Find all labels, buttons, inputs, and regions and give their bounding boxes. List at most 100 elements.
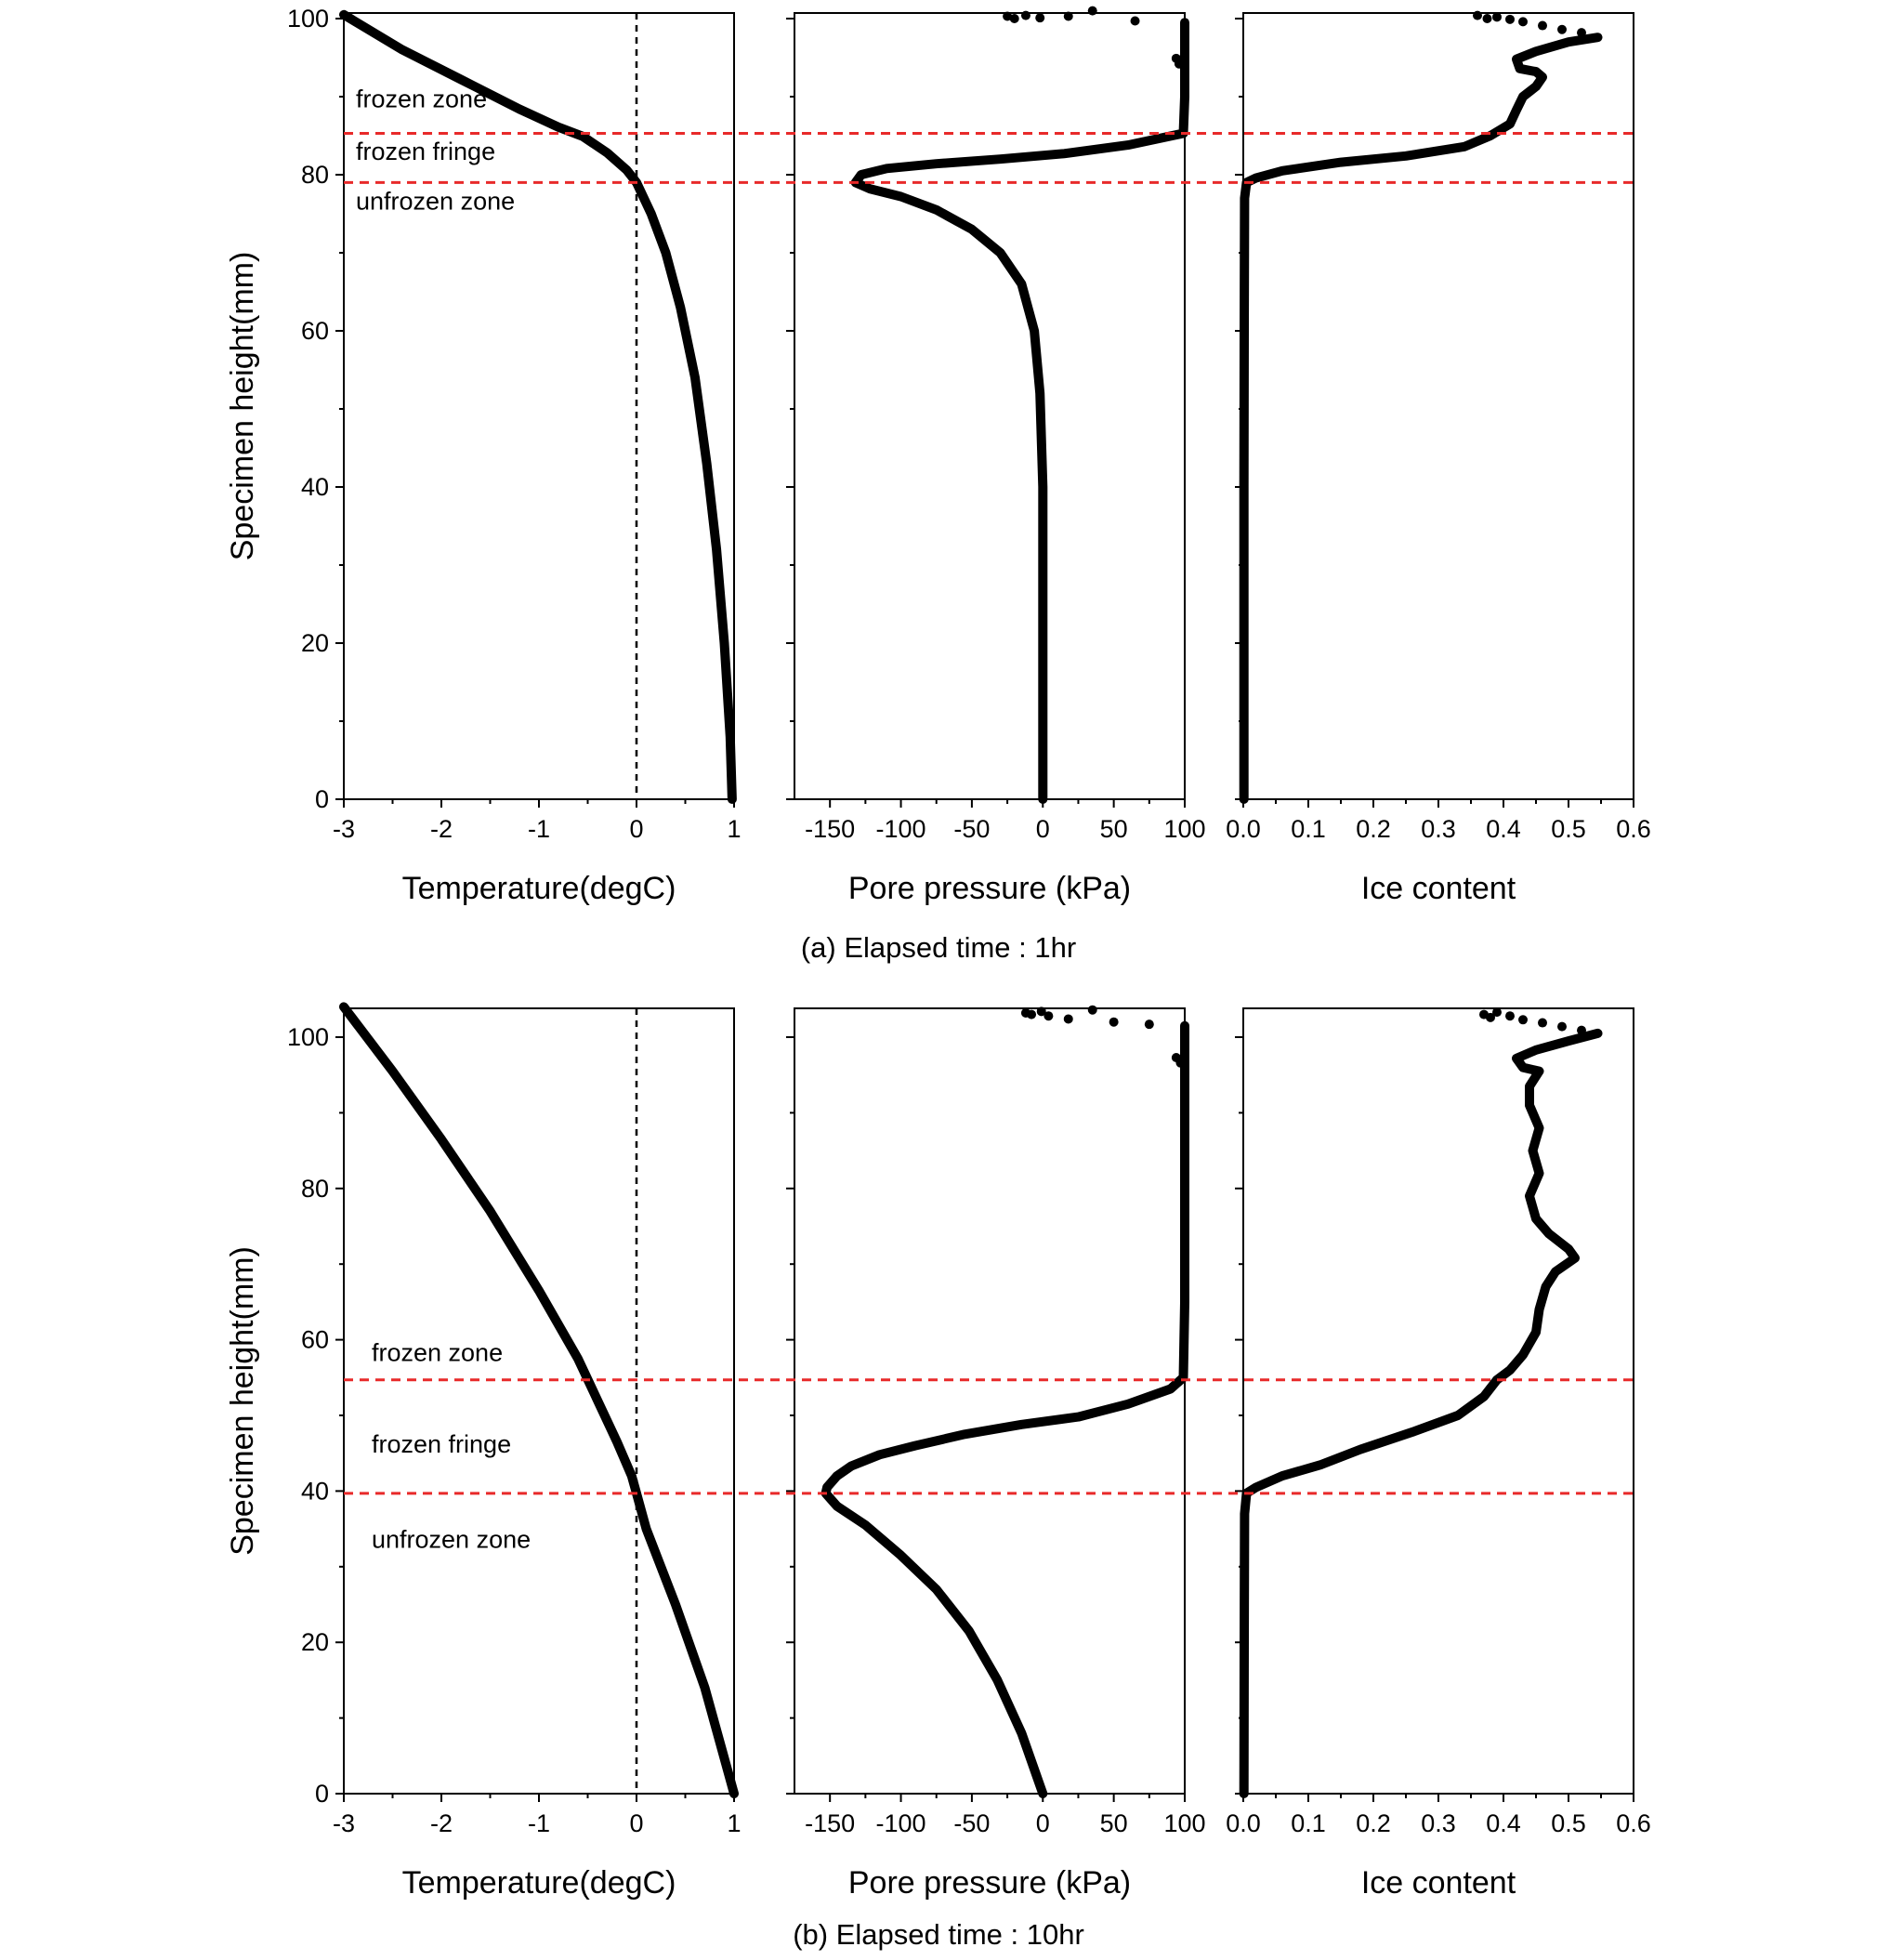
- plot-frame: [343, 1007, 735, 1795]
- data-point: [1473, 10, 1482, 20]
- x-axis-title: Temperature(degC): [402, 1865, 676, 1901]
- series-line: [1239, 1028, 1603, 1798]
- series-line: [339, 9, 737, 804]
- x-tick-label: 50: [1100, 815, 1128, 843]
- zone-label: unfrozen zone: [356, 188, 515, 216]
- x-tick-label: 0.5: [1551, 815, 1586, 843]
- x-tick-label: 0: [629, 815, 643, 843]
- data-point: [1009, 14, 1019, 23]
- data-point: [1036, 1006, 1046, 1017]
- data-point: [1577, 28, 1586, 38]
- x-tick-label: 0.4: [1486, 815, 1521, 843]
- zone-label: unfrozen zone: [372, 1525, 531, 1553]
- data-point: [1175, 1058, 1186, 1068]
- x-axis-title: Pore pressure (kPa): [848, 1865, 1131, 1901]
- x-tick-label: 100: [1163, 1809, 1205, 1837]
- data-point: [1144, 1019, 1154, 1030]
- x-tick-label: -1: [528, 815, 550, 843]
- y-tick-label: 80: [301, 1175, 329, 1203]
- y-tick-label: 40: [301, 473, 329, 501]
- y-tick-label: 0: [315, 785, 329, 813]
- plot-frame: [794, 1007, 1186, 1795]
- data-point: [1035, 13, 1045, 23]
- x-tick-label: 0.5: [1551, 1809, 1586, 1837]
- x-tick-label: 0.0: [1226, 815, 1261, 843]
- x-tick-label: 0.1: [1291, 1809, 1326, 1837]
- y-tick-label: 40: [301, 1477, 329, 1505]
- x-tick-label: -50: [953, 1809, 990, 1837]
- data-point: [1518, 1015, 1528, 1025]
- zone-label: frozen fringe: [356, 138, 495, 165]
- x-axis-title: Pore pressure (kPa): [848, 871, 1131, 906]
- data-point: [1087, 1005, 1097, 1015]
- x-axis-title: Temperature(degC): [402, 871, 676, 906]
- x-tick-label: 1: [727, 1809, 741, 1837]
- data-point: [1020, 10, 1030, 20]
- data-point: [1130, 16, 1140, 26]
- x-tick-label: 0.6: [1616, 815, 1651, 843]
- y-tick-label: 20: [301, 1628, 329, 1656]
- x-tick-label: 0.3: [1421, 1809, 1456, 1837]
- x-tick-label: -3: [333, 815, 355, 843]
- data-point: [1174, 59, 1184, 69]
- figure-caption: (b) Elapsed time : 10hr: [793, 1918, 1084, 1951]
- y-tick-label: 0: [315, 1780, 329, 1808]
- x-tick-label: 0: [629, 1809, 643, 1837]
- data-point: [1003, 11, 1013, 21]
- plot-frame: [1242, 1007, 1634, 1795]
- plot-frame: [1242, 12, 1634, 800]
- data-point: [1492, 1007, 1502, 1018]
- x-tick-label: 0: [1036, 815, 1050, 843]
- y-tick-label: 20: [301, 629, 329, 657]
- x-tick-label: 0.6: [1616, 1809, 1651, 1837]
- y-tick-label: 100: [287, 1023, 329, 1051]
- y-tick-label: 60: [301, 1326, 329, 1354]
- data-point: [1505, 14, 1515, 24]
- data-point: [1557, 24, 1567, 34]
- data-point: [1063, 11, 1073, 21]
- x-tick-label: -50: [953, 815, 990, 843]
- data-point: [1044, 1011, 1054, 1021]
- plot-frame: [343, 12, 735, 800]
- x-tick-label: -100: [876, 815, 926, 843]
- x-tick-label: -100: [876, 1809, 926, 1837]
- x-tick-label: 1: [727, 815, 741, 843]
- x-tick-label: 0.3: [1421, 815, 1456, 843]
- x-axis-title: Ice content: [1361, 871, 1516, 906]
- data-point: [1557, 1021, 1567, 1032]
- data-point: [1486, 1012, 1495, 1022]
- series-line: [1239, 33, 1603, 804]
- data-point: [1538, 1018, 1547, 1028]
- data-point: [1538, 20, 1547, 31]
- zone-label: frozen zone: [356, 86, 487, 113]
- x-tick-label: 0.0: [1226, 1809, 1261, 1837]
- x-tick-label: 50: [1100, 1809, 1128, 1837]
- y-axis-title: Specimen height(mm): [225, 252, 260, 561]
- y-tick-label: 60: [301, 317, 329, 345]
- x-tick-label: 0.2: [1356, 1809, 1391, 1837]
- data-point: [1492, 12, 1502, 22]
- x-tick-label: -150: [805, 1809, 855, 1837]
- data-point: [1482, 14, 1492, 23]
- y-tick-label: 80: [301, 161, 329, 189]
- data-point: [1505, 1011, 1515, 1021]
- data-point: [1027, 1009, 1037, 1019]
- figure-caption: (a) Elapsed time : 1hr: [801, 931, 1076, 964]
- x-tick-label: -150: [805, 815, 855, 843]
- data-point: [1577, 1025, 1586, 1035]
- x-tick-label: 0.4: [1486, 1809, 1521, 1837]
- x-tick-label: 0.2: [1356, 815, 1391, 843]
- data-point: [1518, 17, 1528, 27]
- y-axis-title: Specimen height(mm): [225, 1246, 260, 1556]
- series-line: [820, 1020, 1189, 1798]
- series-line: [339, 1002, 739, 1798]
- data-point: [1109, 1017, 1119, 1027]
- y-tick-label: 100: [287, 5, 329, 33]
- plot-frame: [794, 12, 1186, 800]
- x-tick-label: 100: [1163, 815, 1205, 843]
- zone-label: frozen fringe: [372, 1430, 511, 1458]
- data-point: [1087, 6, 1097, 16]
- x-tick-label: -2: [430, 815, 453, 843]
- x-tick-label: 0.1: [1291, 815, 1326, 843]
